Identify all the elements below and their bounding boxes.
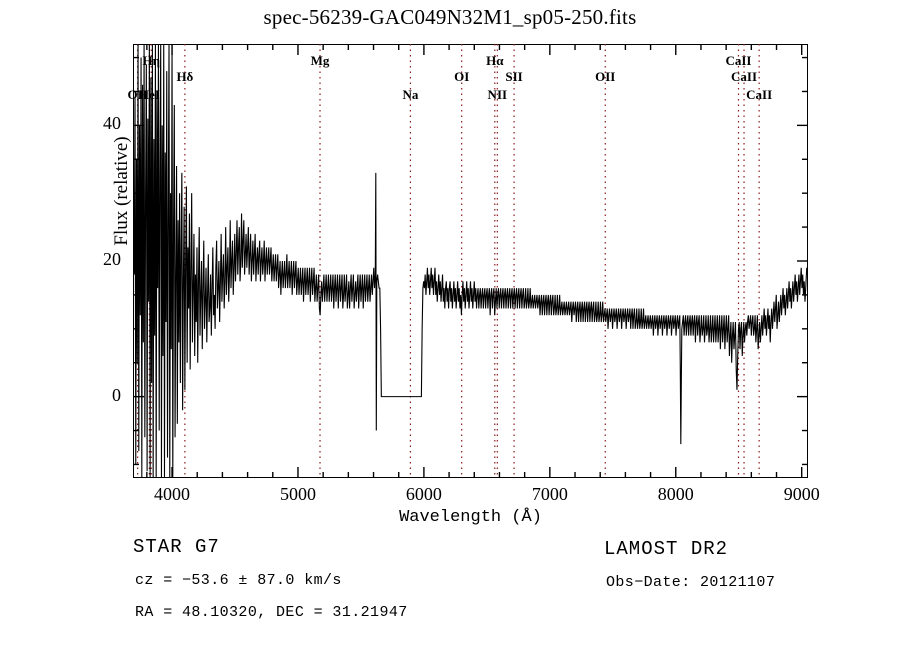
x-tick-label: 6000 xyxy=(405,484,442,504)
spectral-line-label-oii: OII xyxy=(127,87,148,102)
spectral-line-label-h: Hα xyxy=(486,53,504,68)
spectral-line-label-mg: Mg xyxy=(310,53,330,68)
coordinates: RA = 48.10320, DEC = 31.21947 xyxy=(135,604,408,621)
spectral-line-label-na: Na xyxy=(402,87,419,102)
spectral-line-label-nii: NII xyxy=(487,87,508,102)
x-axis-label: Wavelength (Å) xyxy=(399,508,542,527)
spectral-line-label-sii: SII xyxy=(505,69,523,84)
x-tick-label: 5000 xyxy=(279,484,316,504)
spectral-line-label-hei: HeI xyxy=(138,87,160,102)
spectral-line-label-h: Hδ xyxy=(176,69,194,84)
spectral-line-label-caii: CaII xyxy=(731,69,758,84)
x-tick-label: 7000 xyxy=(531,484,568,504)
survey-name: LAMOST DR2 xyxy=(604,538,729,560)
x-tick-label: 8000 xyxy=(657,484,694,504)
x-tick-label: 4000 xyxy=(154,484,191,504)
spectral-line-label-h: Hη xyxy=(142,53,161,68)
page-title: spec-56239-GAC049N32M1_sp05-250.fits xyxy=(263,5,637,29)
redshift-velocity: cz = −53.6 ± 87.0 km/s xyxy=(135,572,342,589)
observation-date: Obs−Date: 20121107 xyxy=(606,574,776,591)
y-tick-label: 40 xyxy=(103,113,121,134)
spectral-line-label-caii: CaII xyxy=(746,87,773,102)
x-tick-label: 9000 xyxy=(783,484,820,504)
spectral-line-label-caii: CaII xyxy=(725,53,752,68)
spectral-line-label-oi: OI xyxy=(454,69,470,84)
object-class: STAR G7 xyxy=(133,536,220,558)
y-tick-label: 20 xyxy=(103,249,121,269)
spectral-line-label-oii: OII xyxy=(595,69,616,84)
spectrum-canvas xyxy=(133,44,808,478)
y-tick-label: 0 xyxy=(112,384,121,405)
